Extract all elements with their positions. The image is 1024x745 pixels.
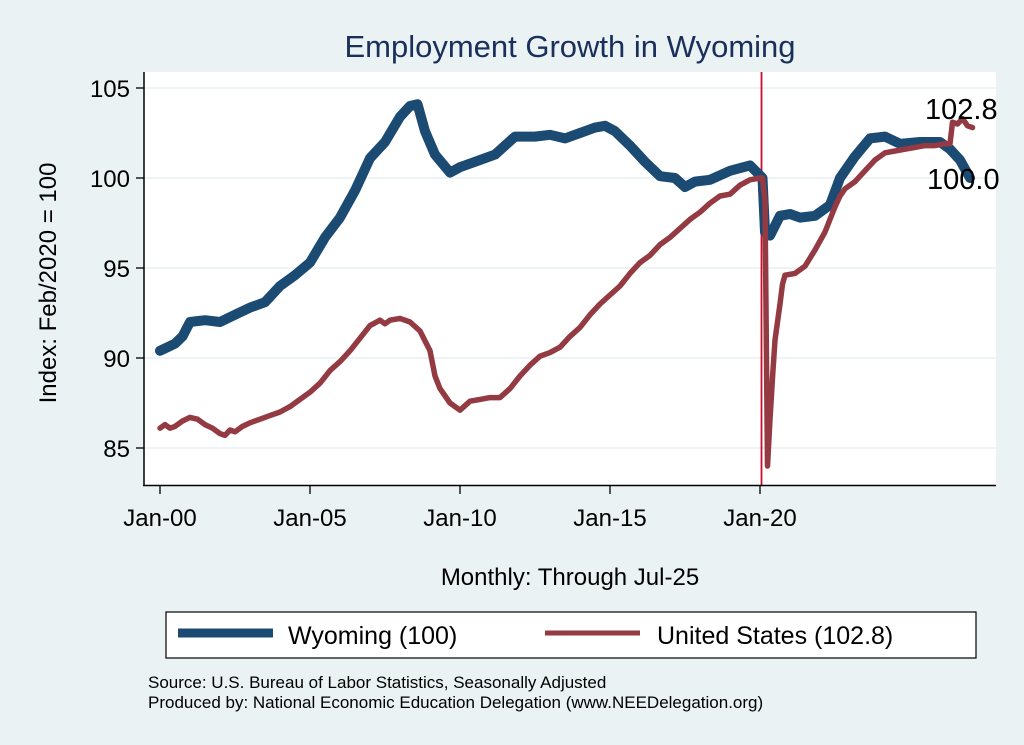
legend: Wyoming (100) United States (102.8) [165, 611, 977, 659]
x-tick-label: Jan-00 [123, 505, 196, 532]
series-group [155, 99, 976, 469]
y-tick-label: 95 [103, 256, 130, 283]
y-tick-label: 90 [103, 346, 130, 373]
x-axis-label: Monthly: Through Jul-25 [441, 564, 699, 591]
legend-label-united-states: United States (102.8) [657, 622, 893, 650]
x-tick-label: Jan-20 [723, 505, 796, 532]
y-axis-label: Index: Feb/2020 = 100 [35, 163, 62, 404]
x-tick-label: Jan-05 [273, 505, 346, 532]
end-label-wyoming: 100.0 [927, 164, 1000, 196]
produced-by-note: Produced by: National Economic Education… [148, 693, 763, 712]
y-tick-label: 105 [90, 76, 130, 103]
x-tick-label: Jan-15 [573, 505, 646, 532]
series-line-united-states [157, 115, 976, 469]
x-tick-label: Jan-10 [423, 505, 496, 532]
source-note: Source: U.S. Bureau of Labor Statistics,… [148, 673, 606, 692]
y-ticks: 85 90 95 100 105 [90, 76, 144, 463]
chart-title: Employment Growth in Wyoming [344, 29, 795, 64]
legend-label-wyoming: Wyoming (100) [288, 622, 457, 650]
end-labels: 100.0 102.8 [925, 94, 1000, 196]
x-ticks: Jan-00 Jan-05 Jan-10 Jan-15 Jan-20 [123, 486, 797, 532]
y-tick-label: 100 [90, 166, 130, 193]
series-line-wyoming [155, 99, 975, 356]
y-tick-label: 85 [103, 436, 130, 463]
end-label-united-states: 102.8 [925, 94, 998, 126]
gridlines [144, 87, 996, 449]
